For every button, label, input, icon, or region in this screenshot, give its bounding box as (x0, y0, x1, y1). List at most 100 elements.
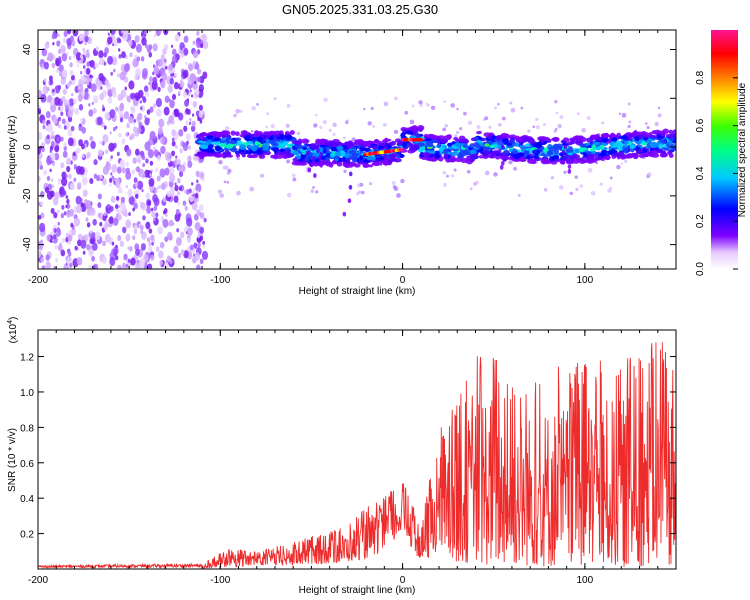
scatter-blob (393, 129, 399, 135)
noise-blob (187, 63, 193, 71)
scatter-blob (575, 187, 579, 191)
spectrogram-xtick-label: -100 (210, 275, 230, 286)
noise-blob (102, 104, 105, 108)
noise-blob (91, 75, 94, 79)
noise-blob (162, 48, 167, 55)
streak-blob (379, 160, 383, 166)
noise-blob (152, 103, 157, 109)
noise-blob (146, 206, 152, 214)
snr-plot: -200 -100 0 100 0.2 0.4 0.6 0.8 1.0 1.2 Height of… (7, 317, 677, 596)
scatter-blob (581, 128, 586, 133)
noise-blob (135, 261, 141, 269)
scatter-blob (467, 120, 473, 126)
band-blob (279, 148, 285, 153)
noise-blob (76, 256, 83, 266)
band-blob (363, 164, 368, 168)
streak-blob (384, 144, 388, 150)
band-blob (447, 158, 456, 163)
band-blob (478, 155, 485, 159)
colorbar-label: Normalized spectral amplitude (737, 82, 748, 217)
band-blob (257, 151, 263, 155)
band-blob (547, 138, 552, 143)
noise-blob (65, 232, 69, 237)
scatter-blob (270, 123, 275, 128)
noise-blob (99, 140, 102, 144)
band-blob (578, 159, 586, 164)
noise-blob (99, 221, 103, 227)
noise-blob (202, 240, 206, 245)
noise-blob (42, 85, 49, 95)
band-blob (416, 142, 426, 147)
band-blob (632, 153, 639, 160)
noise-blob (147, 200, 151, 206)
band-blob (650, 149, 659, 156)
noise-blob (159, 260, 163, 266)
scatter-blob (543, 123, 546, 126)
band-blob (480, 138, 485, 142)
noise-blob (63, 145, 67, 151)
band-blob (311, 152, 319, 158)
band-blob (296, 155, 302, 160)
noise-blob (89, 135, 94, 142)
noise-blob (174, 184, 179, 192)
noise-blob (160, 80, 166, 89)
noise-blob (97, 193, 102, 200)
noise-blob (117, 73, 120, 78)
band-blob (570, 139, 576, 145)
scatter-blob (315, 190, 319, 194)
band-blob (415, 134, 421, 139)
streak-blob (313, 173, 317, 178)
noise-blob (51, 62, 56, 69)
noise-blob (57, 209, 60, 214)
band-blob (371, 162, 381, 166)
noise-blob (66, 157, 71, 165)
noise-blob (92, 242, 98, 251)
scatter-blob (555, 111, 559, 115)
noise-blob (38, 176, 41, 182)
band-blob (618, 151, 625, 158)
band-blob (434, 154, 441, 159)
noise-blob (185, 61, 188, 66)
band-blob (371, 145, 378, 150)
noise-blob (95, 45, 100, 52)
noise-blob (57, 116, 61, 122)
scatter-blob (296, 131, 301, 136)
noise-blob (149, 130, 156, 140)
noise-blob (62, 150, 68, 158)
noise-blob (65, 204, 68, 209)
scatter-blob (292, 177, 297, 182)
noise-blob (126, 95, 132, 103)
noise-blob (139, 224, 144, 231)
band-blob (268, 136, 275, 141)
noise-blob (153, 205, 158, 212)
noise-blob (140, 202, 147, 212)
scatter-blob (645, 122, 648, 125)
streak-blob (500, 160, 505, 166)
noise-blob (133, 177, 138, 184)
spectrogram-ytick-label: 20 (22, 92, 33, 104)
scatter-blob (590, 190, 596, 196)
band-blob (550, 137, 560, 142)
noise-blob (107, 32, 110, 36)
noise-blob (192, 60, 197, 66)
noise-blob (178, 90, 181, 95)
noise-blob (162, 218, 169, 228)
noise-blob (89, 229, 93, 234)
band-blob (212, 141, 221, 146)
noise-blob (38, 146, 41, 155)
noise-blob (146, 44, 149, 49)
noise-blob (121, 167, 126, 174)
band-blob (334, 155, 340, 160)
noise-blob (157, 86, 161, 92)
snr-ytick-label: 1.0 (20, 388, 34, 399)
band-blob (624, 140, 629, 145)
band-blob (572, 159, 581, 164)
scatter-blob (618, 112, 622, 116)
noise-blob (80, 143, 85, 150)
noise-blob (187, 227, 193, 237)
noise-blob (61, 177, 68, 187)
noise-blob (199, 258, 204, 265)
scatter-blob (342, 136, 346, 140)
noise-blob (102, 134, 109, 144)
noise-blob (80, 118, 84, 123)
